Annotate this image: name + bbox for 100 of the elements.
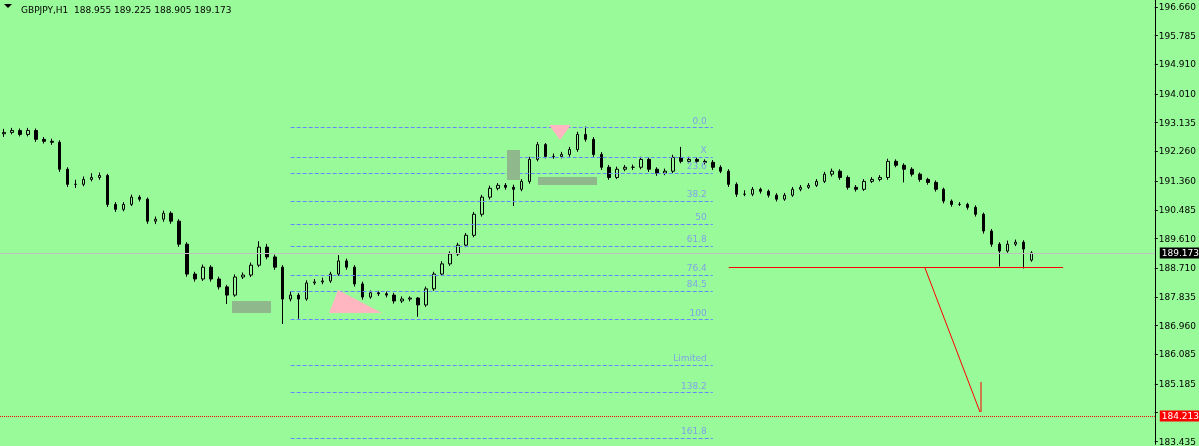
y-tick-label: 189.610 <box>1158 233 1197 244</box>
candlestick <box>353 264 356 288</box>
candlestick <box>496 182 500 191</box>
candlestick <box>233 273 237 298</box>
candlestick <box>305 279 308 302</box>
annotation: 61.8 <box>686 234 708 245</box>
annotation: 38.2 <box>686 189 707 200</box>
y-tick-label: 192.260 <box>1158 146 1197 157</box>
candlestick <box>146 197 149 225</box>
candlestick <box>902 162 906 183</box>
candlestick <box>193 271 197 283</box>
candlestick <box>870 176 874 184</box>
candlestick <box>846 174 850 191</box>
y-tick-label: 190.485 <box>1158 204 1196 215</box>
annotation: 76.4 <box>686 263 708 274</box>
candlestick <box>791 186 794 198</box>
annotation: 84.5 <box>686 278 707 289</box>
candlestick <box>512 184 515 207</box>
candlestick <box>106 173 109 208</box>
y-tick-label: 194.910 <box>1158 59 1197 70</box>
candlestick <box>329 271 332 284</box>
candlestick <box>345 258 348 271</box>
candlestick <box>177 218 181 248</box>
candlestick <box>241 271 245 280</box>
candlestick <box>838 168 842 181</box>
y-tick-label: 195.785 <box>1158 30 1196 41</box>
candlestick <box>488 185 492 200</box>
candlestick <box>90 172 93 182</box>
candlestick <box>26 127 30 137</box>
candlestick <box>560 151 563 159</box>
candlestick <box>711 159 715 171</box>
candlestick <box>671 154 675 174</box>
y-tick-label: 194.010 <box>1158 88 1197 99</box>
y-tick-label: 186.085 <box>1158 349 1196 360</box>
candlestick <box>520 178 523 192</box>
candlestick <box>775 192 778 202</box>
candlestick <box>122 201 125 212</box>
candlestick <box>910 166 914 177</box>
candlestick <box>830 168 834 177</box>
candlestick <box>600 151 603 171</box>
candlestick <box>751 186 754 197</box>
annotation: 161.8 <box>681 426 708 437</box>
text: GBPJPY,H1 188.955 189.225 188.905 189.173 <box>21 4 232 15</box>
candlestick <box>615 166 619 180</box>
candlestick <box>815 178 818 188</box>
candlestick <box>42 136 46 145</box>
candlestick <box>392 292 396 305</box>
candlestick <box>209 264 213 283</box>
candlestick <box>926 177 930 186</box>
candlestick <box>34 127 38 143</box>
candlestick <box>297 292 300 320</box>
y-tick-label: 186.960 <box>1158 320 1197 331</box>
candlestick <box>655 166 659 177</box>
candlestick <box>361 281 364 301</box>
candlestick <box>440 260 444 277</box>
candlestick <box>759 187 762 195</box>
candlestick <box>313 278 316 286</box>
candlestick <box>950 198 953 208</box>
y-tick-label: 191.360 <box>1158 176 1197 187</box>
candlestick <box>257 240 261 268</box>
candlestick <box>735 181 738 198</box>
candlestick <box>369 290 372 300</box>
candlestick <box>894 158 898 168</box>
y-tick-label: 185.185 <box>1158 378 1196 389</box>
candlestick <box>592 136 595 158</box>
annotation: 23.6 <box>686 161 708 172</box>
candlestick <box>162 210 165 223</box>
candlestick <box>823 171 826 184</box>
candlestick <box>289 290 292 302</box>
candlestick <box>225 284 229 305</box>
candlestick <box>607 164 611 181</box>
annotation: 0.0 <box>692 115 708 126</box>
candlestick <box>528 156 531 185</box>
candlestick <box>130 194 133 207</box>
candlestick <box>98 172 101 181</box>
candlestick <box>639 156 643 170</box>
candlestick <box>424 286 428 308</box>
annotation: Limited <box>673 352 707 363</box>
candlestick <box>504 182 507 191</box>
candlestick <box>974 204 977 218</box>
candlestick <box>584 126 587 143</box>
candlestick <box>273 254 277 271</box>
candlestick <box>862 178 866 192</box>
candlestick <box>66 166 69 188</box>
candlestick <box>1014 239 1017 247</box>
candlestick <box>1006 240 1009 254</box>
candlestick <box>576 131 579 153</box>
candlestick <box>719 164 722 174</box>
candlestick <box>58 139 61 173</box>
candlestick <box>10 127 14 135</box>
candlestick <box>249 262 253 278</box>
candlestick <box>544 142 547 159</box>
candlestick <box>408 295 412 302</box>
candlestick <box>472 211 476 238</box>
candlestick <box>934 179 938 193</box>
candlestick <box>416 296 420 318</box>
candlestick <box>432 271 436 292</box>
candlestick <box>377 290 380 297</box>
candlestick <box>114 201 117 213</box>
candlestick <box>886 158 890 181</box>
